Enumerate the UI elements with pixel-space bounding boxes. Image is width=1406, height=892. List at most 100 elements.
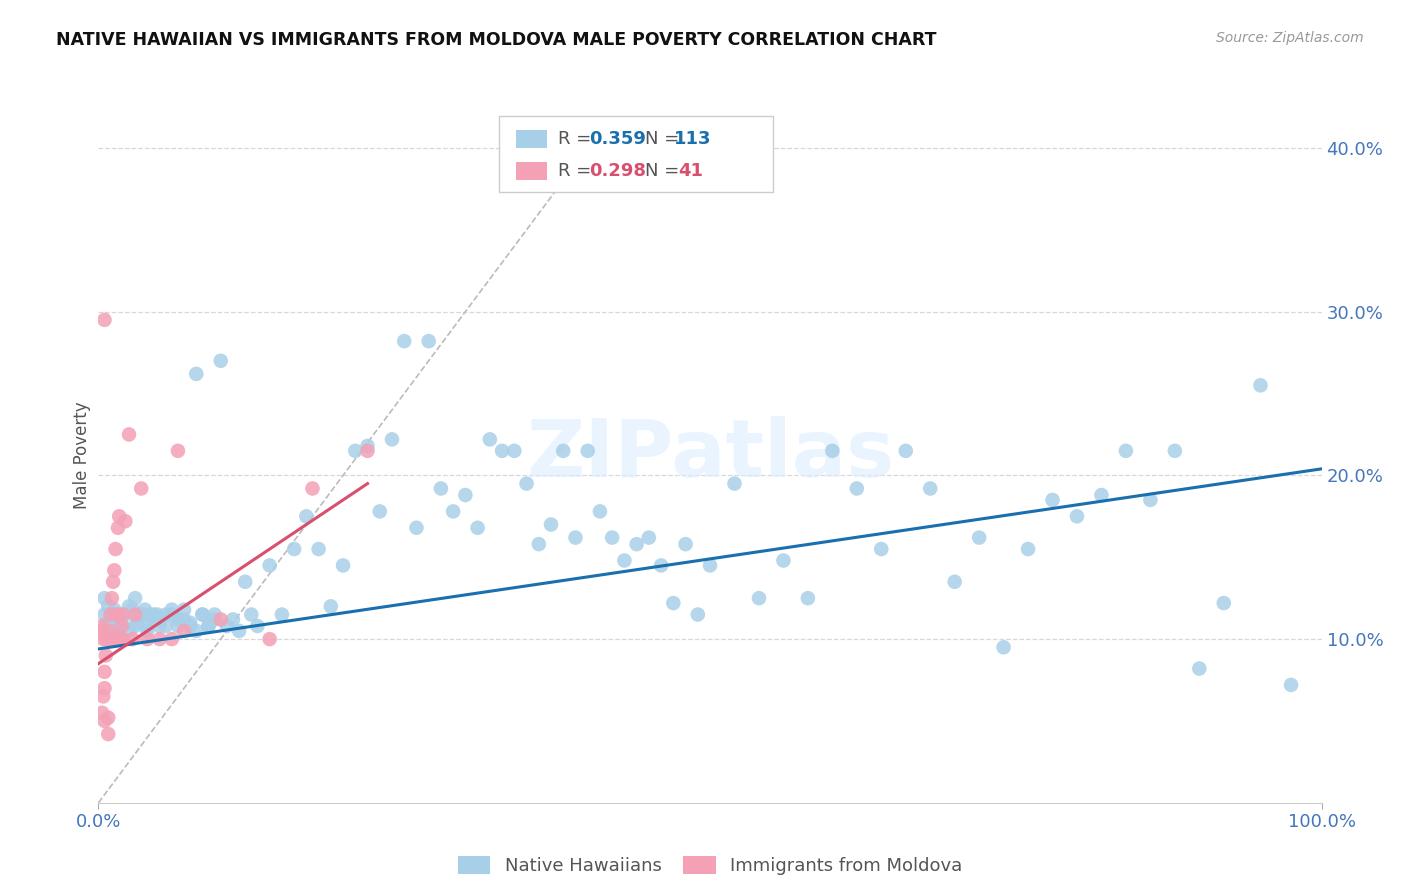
Point <box>392 334 416 348</box>
Point <box>93 313 115 327</box>
Point <box>675 537 697 551</box>
Point <box>650 558 672 573</box>
Point <box>97 727 120 741</box>
Point <box>100 607 122 622</box>
Point <box>105 624 128 638</box>
Point <box>772 553 794 567</box>
Point <box>356 443 378 458</box>
Point <box>98 624 121 638</box>
Point <box>1066 509 1088 524</box>
Text: 0.298: 0.298 <box>589 162 647 180</box>
Point <box>228 624 250 638</box>
Point <box>146 607 169 622</box>
Point <box>96 632 118 646</box>
Point <box>600 531 623 545</box>
Point <box>186 367 208 381</box>
Point <box>111 619 134 633</box>
Point <box>124 591 146 606</box>
Text: R =: R = <box>558 162 598 180</box>
Point <box>160 607 183 622</box>
Point <box>540 517 562 532</box>
Point <box>1090 488 1112 502</box>
Point <box>301 482 323 496</box>
Point <box>149 632 172 646</box>
Point <box>197 619 219 633</box>
Point <box>1017 542 1039 557</box>
Point <box>1279 678 1302 692</box>
Point <box>515 476 537 491</box>
Point <box>160 632 183 646</box>
Point <box>167 619 190 633</box>
Point <box>149 619 172 633</box>
Point <box>748 591 770 606</box>
Point <box>259 632 281 646</box>
Point <box>103 602 125 616</box>
Point <box>111 619 134 633</box>
Point <box>240 607 263 622</box>
Point <box>797 591 820 606</box>
Point <box>105 632 128 646</box>
Point <box>209 612 232 626</box>
Point <box>430 482 453 496</box>
Point <box>93 607 115 622</box>
Point <box>142 612 165 626</box>
Point <box>319 599 342 614</box>
Text: R =: R = <box>558 129 598 148</box>
Point <box>139 607 162 622</box>
Point <box>173 612 195 626</box>
Point <box>101 612 124 626</box>
Point <box>699 558 721 573</box>
Point <box>233 574 256 589</box>
Text: 41: 41 <box>678 162 703 180</box>
Point <box>576 443 599 458</box>
Point <box>114 514 136 528</box>
Point <box>111 632 134 646</box>
Point <box>91 632 114 646</box>
Point <box>118 427 141 442</box>
Point <box>97 599 120 614</box>
Point <box>104 542 127 557</box>
Point <box>283 542 305 557</box>
Point <box>93 681 115 696</box>
Point <box>503 443 526 458</box>
Point <box>191 607 214 622</box>
Point <box>295 509 318 524</box>
Point <box>149 612 172 626</box>
Point <box>94 648 117 663</box>
Point <box>1188 662 1211 676</box>
Point <box>160 602 183 616</box>
Point <box>454 488 477 502</box>
Point <box>111 607 134 622</box>
Point <box>1212 596 1234 610</box>
Point <box>129 607 152 622</box>
Point <box>381 433 404 447</box>
Point <box>129 607 152 622</box>
Legend: Native Hawaiians, Immigrants from Moldova: Native Hawaiians, Immigrants from Moldov… <box>449 847 972 884</box>
Text: NATIVE HAWAIIAN VS IMMIGRANTS FROM MOLDOVA MALE POVERTY CORRELATION CHART: NATIVE HAWAIIAN VS IMMIGRANTS FROM MOLDO… <box>56 31 936 49</box>
Point <box>118 599 141 614</box>
Text: N =: N = <box>645 129 685 148</box>
Point <box>121 602 143 616</box>
Point <box>91 690 114 704</box>
Point <box>332 558 354 573</box>
Point <box>124 607 146 622</box>
Point <box>993 640 1015 655</box>
Point <box>1115 443 1137 458</box>
Point <box>344 443 367 458</box>
Point <box>368 504 391 518</box>
Point <box>1042 492 1064 507</box>
Point <box>136 624 159 638</box>
Point <box>191 607 214 622</box>
Point <box>127 615 149 630</box>
Point <box>589 504 612 518</box>
Point <box>100 624 122 638</box>
Point <box>155 619 177 633</box>
Point <box>142 607 165 622</box>
Point <box>103 563 125 577</box>
Point <box>723 476 745 491</box>
Point <box>478 433 501 447</box>
Point <box>110 632 132 646</box>
Point <box>491 443 513 458</box>
Point <box>845 482 868 496</box>
Point <box>613 553 636 567</box>
